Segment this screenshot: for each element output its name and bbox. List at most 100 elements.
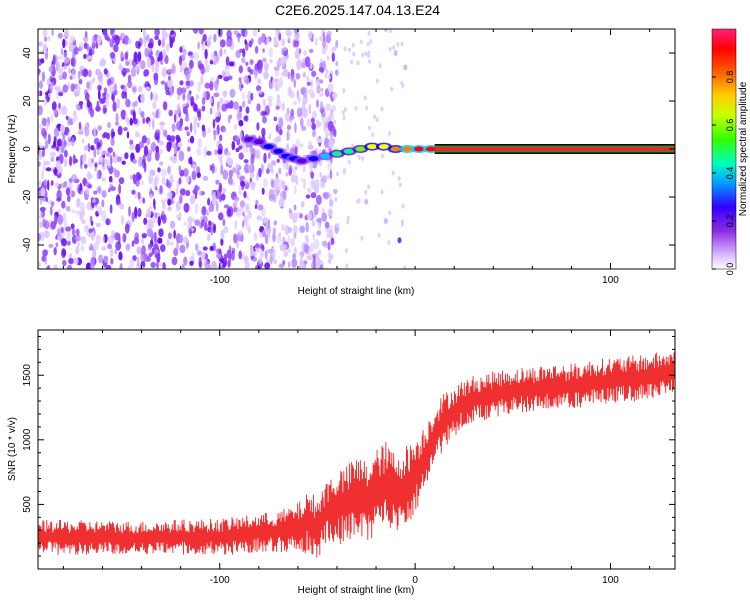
noise-cell [150, 141, 157, 152]
noise-cell [233, 207, 238, 213]
noise-cell [224, 70, 231, 79]
noise-cell [167, 232, 173, 240]
noise-cell [74, 46, 79, 56]
noise-cell [103, 255, 109, 263]
noise-cell [92, 77, 96, 83]
noise-cell [249, 171, 255, 178]
noise-cell [252, 251, 257, 257]
noise-cell [209, 107, 213, 115]
noise-cell [107, 147, 113, 154]
noise-cell [239, 181, 246, 187]
noise-cell [222, 169, 229, 180]
noise-cell [256, 171, 259, 182]
noise-cell [228, 169, 233, 178]
noise-cell [219, 48, 223, 57]
noise-cell [175, 214, 180, 219]
noise-cell [320, 87, 324, 93]
faint-cell [342, 88, 346, 94]
noise-cell [80, 244, 85, 252]
noise-cell [82, 36, 89, 43]
noise-cell [319, 92, 324, 97]
noise-cell [281, 102, 285, 112]
noise-cell [201, 97, 206, 105]
y-tick-label: 500 [22, 496, 33, 513]
noise-cell [41, 255, 46, 262]
noise-cell [211, 163, 215, 174]
noise-cell [196, 148, 202, 156]
noise-cell [261, 127, 266, 137]
noise-cell [218, 212, 224, 221]
track-point [414, 146, 424, 152]
noise-cell [188, 228, 192, 237]
noise-cell [96, 100, 100, 111]
noise-cell [38, 233, 41, 242]
noise-cell [47, 264, 51, 269]
noise-cell [310, 171, 315, 179]
faint-cell [373, 114, 376, 120]
faint-cell [324, 73, 328, 79]
faint-cell [361, 52, 365, 58]
noise-cell [182, 92, 186, 101]
noise-cell [200, 251, 206, 260]
noise-cell [63, 51, 68, 58]
faint-cell [363, 95, 367, 101]
noise-cell [148, 193, 153, 200]
noise-cell [131, 189, 136, 195]
noise-cell [138, 156, 143, 167]
noise-cell [65, 115, 69, 120]
noise-cell [110, 138, 115, 147]
noise-cell [234, 220, 237, 230]
faint-cell [392, 44, 396, 50]
noise-cell [96, 205, 103, 215]
noise-cell [94, 162, 98, 168]
noise-cell [267, 152, 271, 160]
noise-cell [93, 241, 99, 251]
noise-cell [110, 248, 114, 258]
noise-cell [178, 150, 185, 162]
noise-cell [261, 187, 265, 195]
noise-cell [78, 78, 83, 85]
noise-cell [123, 35, 130, 45]
spectrogram-x-axis-label: Height of straight line (km) [298, 286, 415, 297]
noise-cell [119, 263, 123, 269]
noise-cell [151, 64, 155, 73]
noise-cell [232, 167, 237, 174]
noise-cell [118, 64, 123, 71]
noise-cell [68, 41, 74, 53]
noise-cell [99, 60, 105, 67]
noise-cell [193, 51, 200, 60]
spectrogram-y-axis-label: Frequency (Hz) [7, 115, 18, 184]
noise-cell [85, 187, 90, 195]
noise-cell [140, 111, 145, 118]
faint-streak-cell [403, 64, 408, 71]
noise-cell [121, 160, 126, 165]
noise-cell [316, 230, 322, 236]
noise-cell [173, 114, 177, 123]
noise-cell [39, 221, 43, 229]
noise-cell [78, 121, 82, 130]
noise-cell [129, 139, 134, 146]
noise-cell [185, 80, 191, 86]
noise-cell [90, 220, 94, 227]
noise-cell [211, 195, 218, 206]
noise-cell [309, 48, 314, 54]
noise-cell [217, 74, 223, 79]
noise-cell [81, 219, 86, 225]
noise-cell [101, 210, 107, 222]
noise-cell [263, 216, 268, 226]
noise-cell [98, 78, 104, 86]
noise-cell [88, 231, 92, 238]
noise-cell [53, 140, 57, 148]
noise-cell [65, 187, 71, 196]
noise-cell [222, 90, 228, 98]
noise-cell [327, 120, 334, 132]
noise-cell [60, 48, 64, 56]
noise-cell [153, 243, 159, 251]
faint-cell [371, 132, 375, 138]
noise-cell [109, 204, 113, 214]
faint-cell [380, 189, 384, 195]
noise-cell [213, 92, 220, 98]
noise-cell [222, 70, 226, 79]
noise-cell [57, 55, 64, 60]
noise-cell [154, 129, 161, 137]
